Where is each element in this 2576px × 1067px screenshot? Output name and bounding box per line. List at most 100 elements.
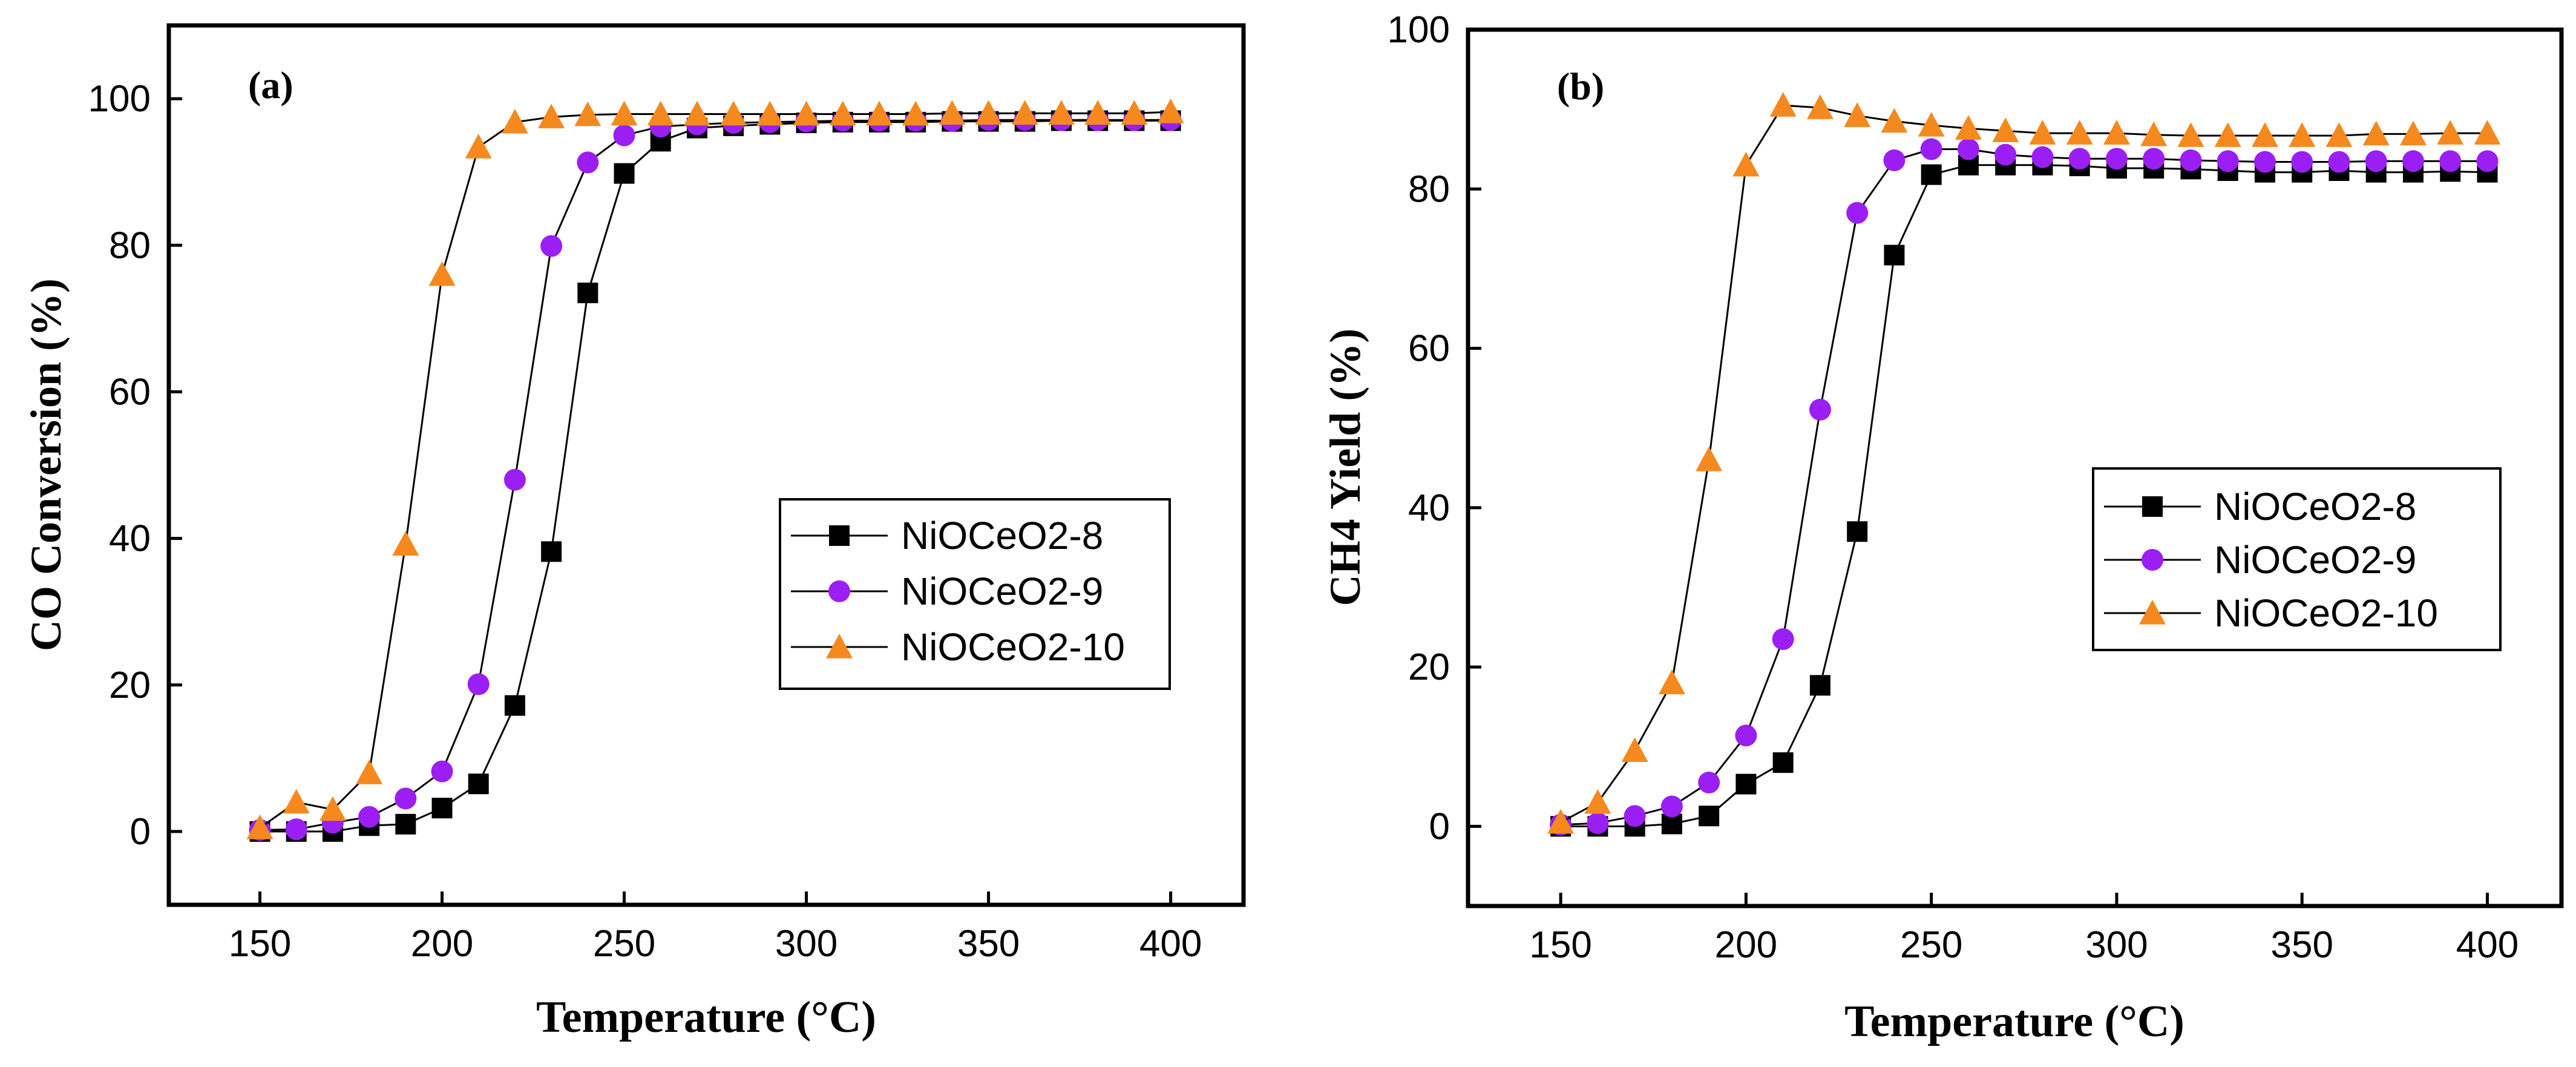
data-point-NiOCeO2-10 [1918, 111, 1945, 137]
y-tick-label: 100 [88, 78, 151, 120]
legend-marker-NiOCeO2-8 [2142, 496, 2163, 517]
x-tick-label: 350 [957, 923, 1020, 965]
data-point-NiOCeO2-10 [392, 531, 419, 556]
data-point-NiOCeO2-9 [577, 151, 599, 174]
data-point-NiOCeO2-8 [614, 163, 635, 184]
legend-label: NiOCeO2-8 [2214, 485, 2416, 528]
x-tick-label: 350 [2270, 924, 2333, 966]
y-tick-label: 60 [1408, 328, 1450, 370]
data-series [1547, 92, 2501, 837]
data-point-NiOCeO2-8 [395, 813, 416, 835]
data-point-NiOCeO2-10 [1696, 446, 1723, 471]
legend-marker-NiOCeO2-9 [828, 580, 850, 602]
data-point-NiOCeO2-10 [720, 100, 747, 126]
data-series [246, 98, 1184, 842]
data-point-NiOCeO2-9 [395, 787, 417, 810]
data-point-NiOCeO2-9 [1772, 628, 1794, 651]
legend-marker-NiOCeO2-9 [2142, 549, 2163, 571]
data-point-NiOCeO2-10 [2399, 120, 2427, 146]
data-point-NiOCeO2-10 [939, 100, 966, 125]
x-tick-label: 250 [1900, 924, 1962, 966]
data-point-NiOCeO2-10 [1992, 117, 2019, 142]
legend: NiOCeO2-8 NiOCeO2-9 NiOCeO2-10 [779, 498, 1171, 690]
x-tick-label: 250 [593, 923, 655, 965]
data-point-NiOCeO2-9 [2105, 148, 2128, 170]
data-point-NiOCeO2-9 [358, 806, 381, 828]
data-point-NiOCeO2-8 [1735, 773, 1757, 795]
data-point-NiOCeO2-10 [1547, 809, 1575, 834]
y-tick-label: 100 [1388, 9, 1450, 51]
x-tick-label: 400 [1139, 923, 1202, 965]
data-point-NiOCeO2-9 [1957, 138, 1979, 160]
data-point-NiOCeO2-10 [1732, 151, 1760, 177]
axis-ticks: 150 200 250 300 350 400 0 20 40 60 80 100 [88, 78, 1202, 965]
y-tick-label: 40 [1408, 487, 1450, 529]
data-point-NiOCeO2-9 [2217, 150, 2239, 172]
data-point-NiOCeO2-8 [577, 282, 598, 303]
data-point-NiOCeO2-9 [431, 760, 453, 783]
legend-label: NiOCeO2-10 [2214, 591, 2438, 635]
plot-frame [166, 23, 1246, 907]
data-point-NiOCeO2-9 [1920, 138, 1942, 160]
data-point-NiOCeO2-10 [1011, 100, 1038, 125]
data-point-NiOCeO2-9 [1698, 771, 1720, 793]
data-point-NiOCeO2-10 [2362, 120, 2390, 146]
data-point-NiOCeO2-9 [2291, 151, 2313, 173]
chart-panel-b: (b) Temperature (°C) CH4 Yield (%) 150 20… [1321, 9, 2564, 1046]
data-point-NiOCeO2-10 [1955, 115, 1982, 140]
data-point-NiOCeO2-10 [246, 814, 274, 839]
data-point-NiOCeO2-9 [2402, 150, 2424, 172]
data-point-NiOCeO2-10 [1806, 94, 1834, 119]
data-point-NiOCeO2-8 [1847, 521, 1868, 542]
series-line-NiOCeO2-10 [259, 111, 1171, 829]
legend: NiOCeO2-8 NiOCeO2-9 NiOCeO2-10 [2092, 467, 2502, 651]
data-point-NiOCeO2-10 [2325, 122, 2353, 147]
data-point-NiOCeO2-10 [1621, 737, 1648, 763]
data-point-NiOCeO2-9 [503, 468, 526, 491]
data-point-NiOCeO2-9 [613, 124, 635, 146]
data-point-NiOCeO2-8 [1772, 752, 1794, 773]
data-point-NiOCeO2-9 [2439, 150, 2462, 172]
data-point-NiOCeO2-10 [1769, 92, 1797, 117]
y-axis-title: CH4 Yield (%) [1321, 329, 1369, 606]
legend-marker-NiOCeO2-10 [2139, 600, 2166, 625]
data-point-NiOCeO2-10 [683, 100, 710, 126]
panel-label: (b) [1557, 65, 1604, 108]
data-point-NiOCeO2-9 [1660, 795, 1683, 818]
data-point-NiOCeO2-10 [2066, 120, 2093, 145]
y-tick-label: 60 [109, 371, 151, 413]
chart-panel-a: (a) Temperature (°C) CO Conversion (%) 1… [22, 23, 1246, 1042]
axis-ticks: 150 200 250 300 350 400 0 20 40 60 80 100 [1388, 9, 2519, 966]
data-point-NiOCeO2-8 [468, 773, 489, 795]
data-point-NiOCeO2-10 [356, 760, 383, 784]
data-point-NiOCeO2-9 [1846, 202, 1869, 224]
data-point-NiOCeO2-10 [975, 100, 1002, 125]
data-point-NiOCeO2-8 [1884, 245, 1905, 266]
data-point-NiOCeO2-8 [1921, 164, 1942, 185]
series-line-NiOCeO2-8 [260, 119, 1171, 833]
data-point-NiOCeO2-9 [2328, 151, 2350, 173]
y-axis-title: CO Conversion (%) [22, 278, 70, 651]
x-axis-title: Temperature (°C) [536, 993, 876, 1042]
data-point-NiOCeO2-9 [1735, 724, 1757, 747]
data-point-NiOCeO2-9 [1587, 812, 1609, 835]
data-point-NiOCeO2-10 [2251, 122, 2278, 147]
data-point-NiOCeO2-10 [865, 100, 893, 126]
x-tick-label: 150 [1529, 924, 1591, 966]
data-point-NiOCeO2-10 [538, 103, 565, 129]
data-point-NiOCeO2-10 [1157, 98, 1184, 123]
data-point-NiOCeO2-10 [428, 261, 456, 286]
data-point-NiOCeO2-8 [504, 695, 525, 716]
x-axis-title: Temperature (°C) [1844, 997, 2184, 1046]
data-point-NiOCeO2-10 [756, 100, 784, 126]
data-point-NiOCeO2-10 [283, 789, 310, 814]
data-point-NiOCeO2-10 [1881, 108, 1908, 133]
data-point-NiOCeO2-9 [2180, 149, 2202, 171]
data-point-NiOCeO2-10 [574, 101, 601, 126]
data-point-NiOCeO2-8 [541, 541, 562, 562]
data-point-NiOCeO2-9 [285, 818, 307, 841]
x-tick-label: 150 [229, 923, 291, 965]
data-point-NiOCeO2-9 [1883, 149, 1906, 171]
data-point-NiOCeO2-10 [2289, 122, 2316, 147]
